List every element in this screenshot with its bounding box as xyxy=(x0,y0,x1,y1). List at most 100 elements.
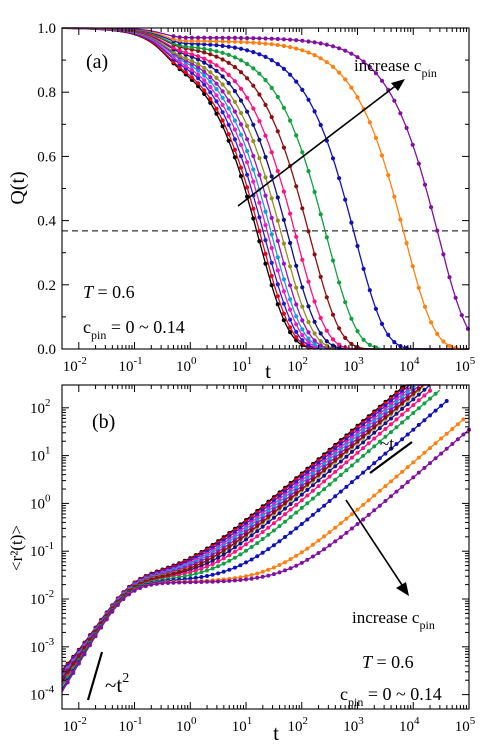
panel-a-data-point xyxy=(343,300,348,305)
panel-b-data-point xyxy=(166,581,170,585)
panel-b-data-point xyxy=(271,515,276,520)
panel-b-data-point xyxy=(305,487,310,492)
panel-a-data-point xyxy=(245,185,250,190)
panel-a-data-point xyxy=(275,282,280,287)
panel-b-data-point xyxy=(310,488,315,493)
x-tick-label: 104 xyxy=(399,355,420,375)
panel-b-data-point xyxy=(188,570,193,575)
panel-b-data-point xyxy=(288,502,293,506)
panel-b-data-point xyxy=(143,584,148,589)
panel-b-data-point xyxy=(210,555,215,560)
panel-b-data-point xyxy=(355,439,360,444)
panel-b-data-point xyxy=(227,558,232,563)
panel-a-arrow-head xyxy=(391,79,405,91)
x-tick-exponent: 5 xyxy=(470,715,476,727)
panel-b-data-point xyxy=(255,523,260,528)
panel-b-data-point xyxy=(349,444,354,449)
panel-a-data-point xyxy=(232,147,237,152)
panel-a-data-point xyxy=(343,197,348,202)
panel-b-data-point xyxy=(333,464,338,469)
panel-a-data-point xyxy=(337,70,342,75)
panel-a-data-point xyxy=(349,316,354,321)
panel-a-data-point xyxy=(196,65,201,70)
panel-a-data-point xyxy=(275,36,280,42)
panel-a-data-point xyxy=(416,285,421,290)
panel-a-data-point xyxy=(410,264,415,269)
panel-a-data-point xyxy=(196,39,201,44)
x-tick-mantissa: 10 xyxy=(288,719,303,735)
panel-b-data-point xyxy=(260,550,265,555)
panel-b-data-point xyxy=(355,458,360,463)
panel-a-data-point xyxy=(189,52,194,57)
panel-a-data-point xyxy=(324,339,329,344)
panel-b-data-point xyxy=(266,503,271,508)
y-tick-label: 0.0 xyxy=(37,342,56,358)
panel-b-data-point xyxy=(294,485,299,490)
panel-a-data-point xyxy=(281,37,286,42)
panel-b-data-point xyxy=(299,505,304,510)
panel-a-data-point xyxy=(300,333,305,338)
panel-a-data-point xyxy=(196,68,201,73)
panel-a-data-point xyxy=(232,109,237,114)
panel-b-data-point xyxy=(327,499,332,503)
panel-a-data-point xyxy=(269,150,274,155)
panel-b-data-point xyxy=(266,525,271,530)
panel-a-data-point xyxy=(294,302,299,307)
panel-a-data-point xyxy=(337,46,342,51)
panel-b-data-point xyxy=(405,432,410,437)
panel-a-data-point xyxy=(288,297,293,302)
x-tick-label: 104 xyxy=(399,715,420,735)
panel-b-data-point xyxy=(249,573,254,577)
panel-b-data-point xyxy=(294,491,299,496)
panel-b-data-point xyxy=(244,577,248,582)
y-tick-exponent: -4 xyxy=(45,684,55,696)
panel-a-data-point xyxy=(196,54,201,59)
panel-a-data-point xyxy=(269,85,274,90)
panel-a-data-point xyxy=(226,122,231,127)
panel-b-data-point xyxy=(355,450,360,455)
panel-b-data-point xyxy=(193,575,198,580)
panel-b-data-point xyxy=(310,483,315,488)
panel-b-data-point xyxy=(283,568,287,573)
x-tick-mantissa: 10 xyxy=(455,359,470,375)
panel-a-data-point xyxy=(373,306,378,311)
panel-b-data-point xyxy=(299,498,304,503)
panel-b-data-point xyxy=(422,450,427,455)
panel-a-data-point xyxy=(220,110,225,115)
panel-b-data-point xyxy=(416,455,421,460)
panel-b-cpin-range: cpin = 0 ~ 0.14 xyxy=(340,684,442,709)
panel-a-data-point xyxy=(177,53,182,58)
panel-b-data-point xyxy=(299,492,304,497)
panel-a-data-point xyxy=(330,337,336,342)
panel-a-data-point xyxy=(349,341,354,346)
panel-b-data-point xyxy=(110,609,115,614)
panel-a-data-point xyxy=(208,100,213,105)
panel-b-data-point xyxy=(288,530,293,535)
panel-b-data-point xyxy=(266,514,271,519)
panel-b-data-point xyxy=(349,526,354,531)
panel-b-data-point xyxy=(322,473,327,478)
panel-b-data-point xyxy=(216,552,221,557)
panel-a-data-point xyxy=(220,124,225,129)
panel-a-data-point xyxy=(177,43,182,48)
x-tick-label: 10-2 xyxy=(63,715,87,735)
panel-a-data-point xyxy=(312,109,317,114)
panel-a-data-point xyxy=(337,176,342,181)
panel-b-data-point xyxy=(244,560,248,565)
panel-a-data-point xyxy=(220,57,225,62)
panel-a-data-point xyxy=(238,142,244,147)
panel-a-data-point xyxy=(171,34,176,39)
panel-b-data-point xyxy=(221,548,226,553)
panel-a-temp-value: = 0.6 xyxy=(93,282,135,302)
panel-b-data-point xyxy=(355,445,360,450)
panel-a-data-point xyxy=(349,220,354,225)
panel-a-data-point xyxy=(435,228,440,233)
panel-b-data-point xyxy=(205,561,209,566)
panel-a-data-point xyxy=(226,114,231,119)
panel-a-data-point xyxy=(245,61,250,67)
panel-b-data-point xyxy=(361,517,366,522)
panel-b-data-point xyxy=(283,501,287,506)
panel-b-data-point xyxy=(288,490,293,495)
panel-b-data-point xyxy=(294,526,299,531)
